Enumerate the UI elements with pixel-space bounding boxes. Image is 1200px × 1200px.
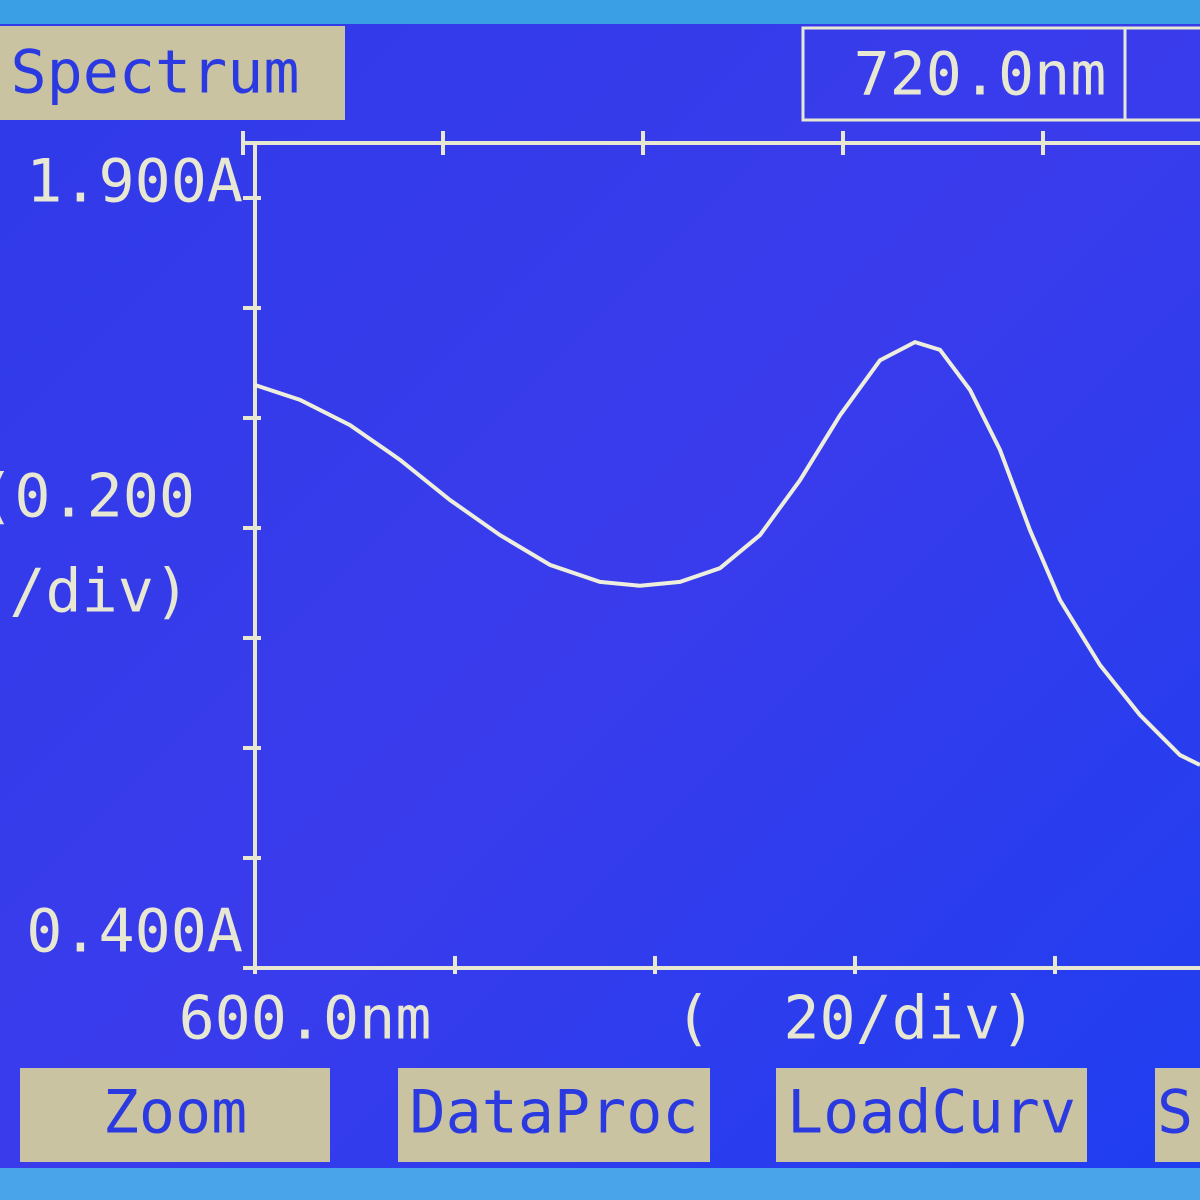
y-scale-label: /div) — [9, 557, 190, 627]
x-tick-label: 600.0nm — [179, 984, 432, 1054]
y-tick-label: 0.400A — [26, 897, 243, 967]
y-scale-label: (0.200 — [0, 462, 195, 532]
softkey-label[interactable]: S — [1157, 1078, 1193, 1148]
softkey[interactable] — [20, 1068, 330, 1162]
bezel-bottom — [0, 1168, 1200, 1200]
x-scale-label: ( 20/div) — [675, 984, 1036, 1054]
softkey[interactable] — [1155, 1068, 1200, 1162]
softkey[interactable] — [776, 1068, 1087, 1162]
bezel-top — [0, 0, 1200, 24]
softkey-label[interactable]: DataProc — [410, 1078, 699, 1148]
extra-box — [1123, 26, 1200, 122]
y-tick-label: 1.900A — [26, 147, 243, 217]
spectrum-line — [254, 339, 1200, 767]
softkey-label[interactable]: LoadCurv — [787, 1078, 1076, 1148]
softkey-label[interactable]: Zoom — [103, 1078, 248, 1148]
softkey[interactable] — [398, 1068, 710, 1162]
wavelength-label: 720.0nm — [854, 40, 1107, 110]
mode-box — [0, 26, 345, 120]
mode-label: Spectrum — [11, 38, 300, 108]
